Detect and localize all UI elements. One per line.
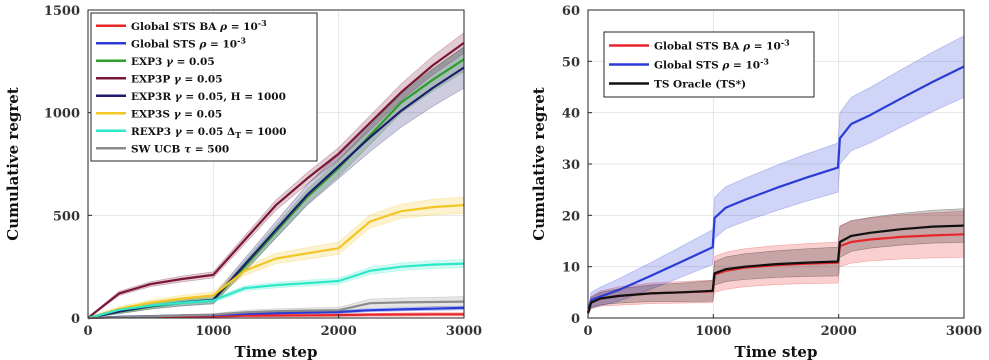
y-tick-label: 500: [53, 209, 80, 224]
legend: Global STS BA ρ = 10-3 Global STS ρ = 10-…: [603, 31, 815, 98]
x-tick-label: 1000: [195, 324, 231, 339]
y-tick-label: 10: [562, 261, 580, 276]
legend-label: Global STS BA ρ = 10-3: [654, 38, 790, 53]
legend-label: SW UCB τ = 500: [131, 143, 229, 155]
legend-label: TS Oracle (TS*): [654, 79, 746, 91]
x-axis-label: Time step: [235, 343, 318, 360]
legend-box: [90, 12, 318, 162]
series-line: [87, 204, 465, 320]
y-tick-label: 1000: [44, 107, 80, 122]
legend-label: EXP3R γ = 0.05, H = 1000: [131, 91, 286, 103]
y-tick-label: 60: [562, 4, 580, 19]
series-line: [87, 262, 465, 320]
x-tick-label: 3000: [446, 324, 482, 339]
axes-frame: [87, 9, 465, 319]
x-tick-label: 0: [83, 324, 92, 339]
x-axis-label: Time step: [735, 343, 818, 360]
y-tick-label: 1500: [44, 4, 80, 19]
y-tick-label: 40: [562, 107, 580, 122]
y-axis-label: Cumulative regret: [530, 87, 548, 241]
legend-label: EXP3 γ = 0.05: [131, 56, 215, 68]
right-chart: 0 1000 2000 3000 0 10 20 30 40 50 60 Time step Cumul…: [530, 4, 982, 360]
y-tick-label: 50: [562, 55, 580, 70]
legend-label: EXP3P γ = 0.05: [131, 73, 223, 85]
legend-label: Global STS ρ = 10-3: [131, 35, 246, 50]
x-tick-label: 2000: [321, 324, 357, 339]
y-tick-label: 30: [562, 158, 580, 173]
x-tick-label: 2000: [821, 324, 857, 339]
y-tick-label: 0: [71, 312, 80, 327]
y-tick-label: 20: [562, 209, 580, 224]
y-tick-label: 0: [571, 312, 580, 327]
legend-label: REXP3 γ = 0.05 ΔT = 1000: [131, 126, 286, 140]
series-line: [586, 65, 965, 314]
x-tick-label: 0: [583, 324, 592, 339]
x-tick-label: 1000: [695, 324, 731, 339]
legend-label: Global STS BA ρ = 10-3: [131, 18, 267, 33]
y-axis-label: Cumulative regret: [4, 87, 22, 241]
legend-label: EXP3S γ = 0.05: [131, 108, 222, 120]
x-tick-label: 3000: [946, 324, 982, 339]
series-line: [586, 224, 965, 314]
legend-label: Global STS ρ = 10-3: [654, 57, 769, 72]
series-line: [87, 42, 465, 319]
series-line: [87, 300, 465, 320]
left-chart: 0 1000 2000 3000 0 500 1000 1500 Time step Cumula…: [4, 4, 482, 360]
legend: Global STS BA ρ = 10-3 Global STS ρ = 10-…: [90, 12, 318, 162]
